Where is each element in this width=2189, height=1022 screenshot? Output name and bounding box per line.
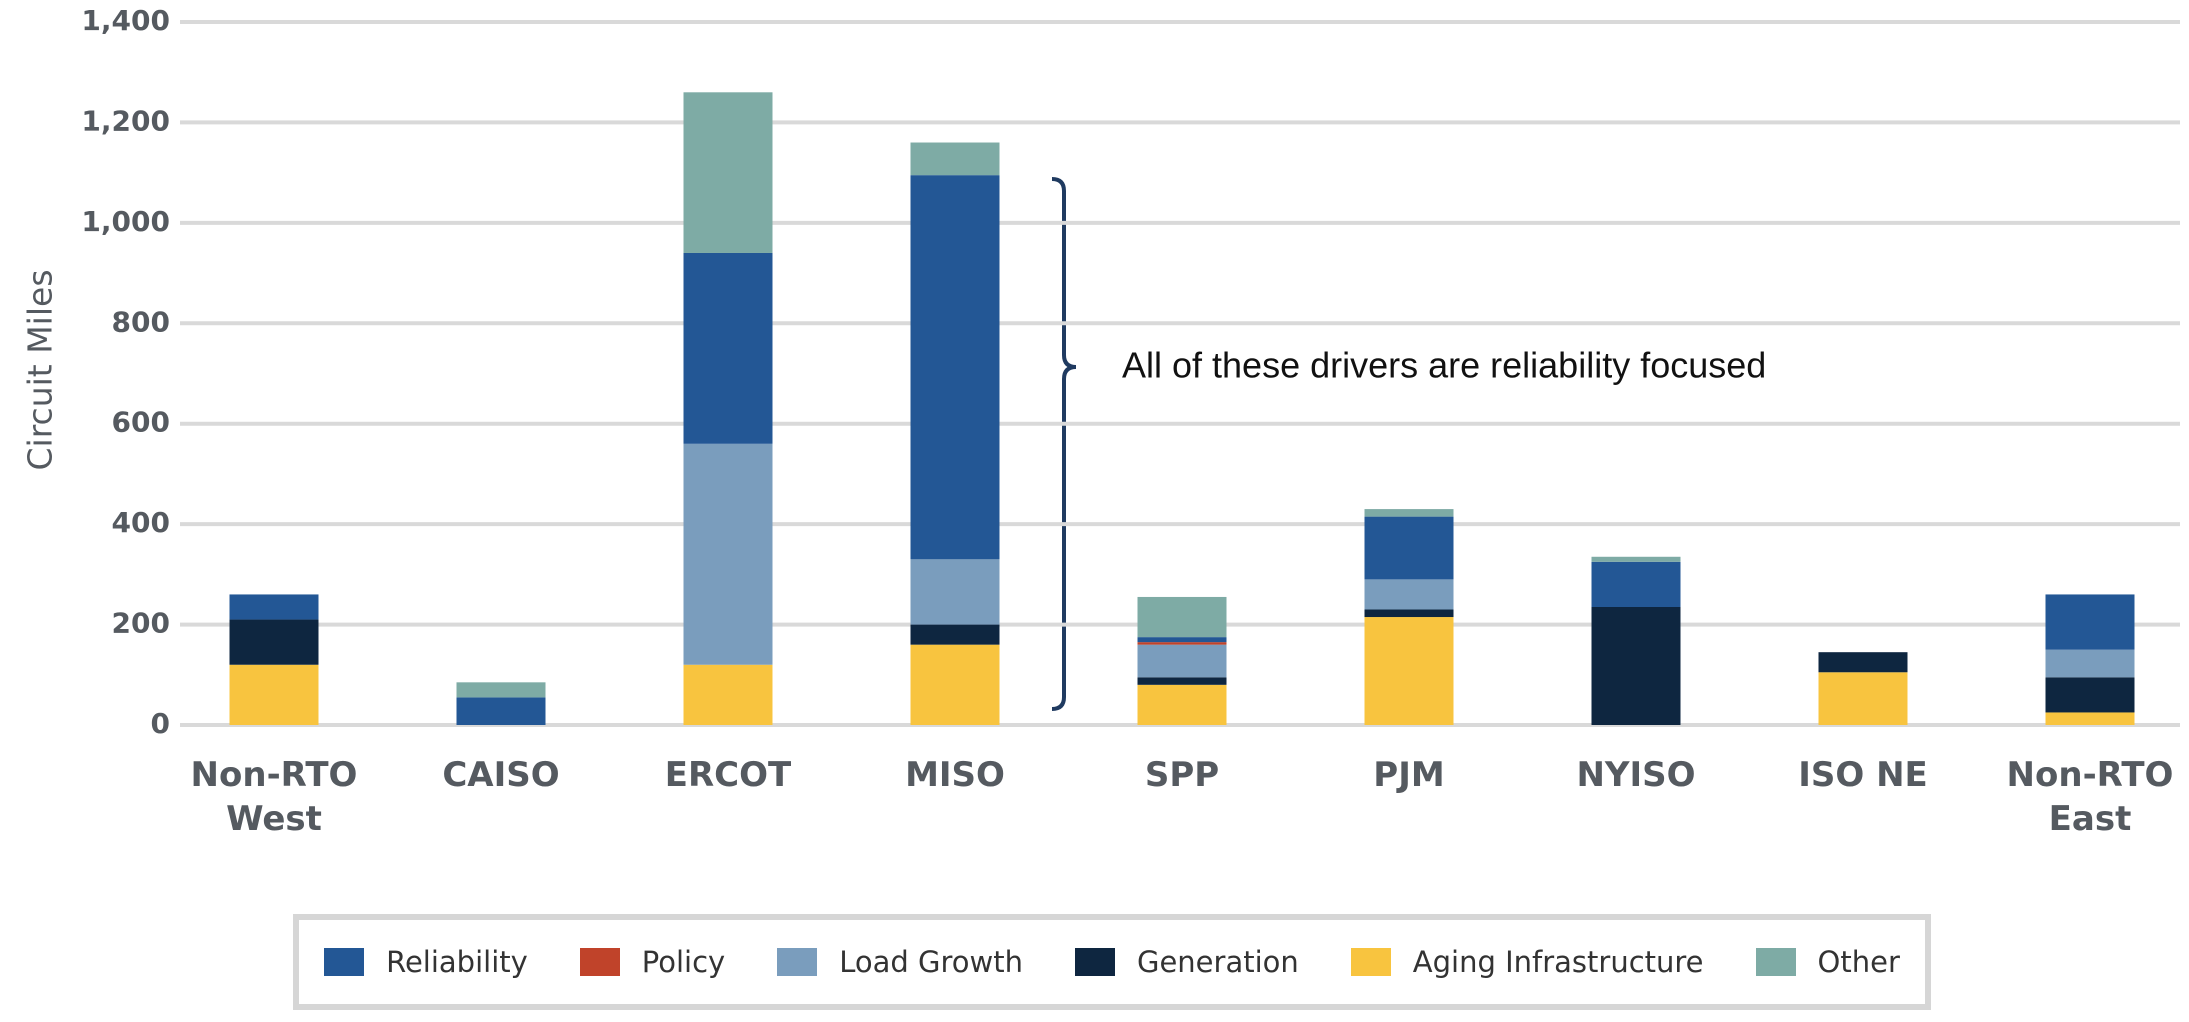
bar-segment — [1137, 637, 1227, 643]
bar-segment — [456, 682, 546, 698]
bar-segment — [2045, 712, 2135, 725]
bar-segment — [683, 252, 773, 444]
bar-segment — [1364, 509, 1454, 517]
bar-segment — [2045, 649, 2135, 678]
legend-swatch — [1755, 948, 1796, 976]
y-tick-label: 1,400 — [81, 4, 170, 37]
bar-segment — [1591, 561, 1681, 607]
bar-segment — [1364, 579, 1454, 610]
legend-swatch — [1350, 948, 1391, 976]
bar-segment — [229, 619, 319, 665]
y-tick-label: 0 — [151, 707, 170, 740]
y-tick-label: 400 — [112, 506, 170, 539]
legend-label: Aging Infrastructure — [1412, 945, 1704, 979]
x-tick-label: CAISO — [442, 755, 560, 795]
bar-segment — [456, 697, 546, 725]
y-tick-label: 200 — [112, 607, 170, 640]
bar-segment — [910, 559, 1000, 625]
legend-item: Aging Infrastructure — [1350, 945, 1704, 979]
bar-segment — [683, 664, 773, 725]
legend-item: Reliability — [324, 945, 528, 979]
legend-label: Other — [1817, 945, 1900, 979]
legend-label: Load Growth — [839, 945, 1023, 979]
legend-label: Reliability — [386, 945, 528, 979]
bar-segment — [2045, 677, 2135, 713]
legend-item: Generation — [1074, 945, 1299, 979]
x-tick-label: Non-RTO West — [190, 755, 358, 839]
bar-segment — [1364, 609, 1454, 618]
x-tick-label: ERCOT — [664, 755, 792, 795]
annotation: All of these drivers are reliability foc… — [1122, 345, 1766, 386]
bar-segment — [683, 443, 773, 665]
legend-label: Generation — [1136, 945, 1299, 979]
legend-swatch — [579, 948, 620, 976]
bar-segment — [2045, 594, 2135, 650]
bar-segment — [1137, 677, 1227, 685]
y-axis-label: Circuit Miles — [21, 269, 60, 470]
x-tick-label: Non-RTO East — [2006, 755, 2174, 839]
bar-segment — [1591, 606, 1681, 725]
annotation-bracket — [1051, 177, 1077, 711]
x-tick-label: MISO — [905, 755, 1005, 795]
bar-segment — [1137, 684, 1227, 725]
y-tick-label: 1,000 — [81, 205, 170, 238]
bar-segment — [683, 92, 773, 253]
bar-segment — [910, 142, 1000, 176]
bar-segment — [1818, 672, 1908, 725]
bar-segment — [910, 624, 1000, 645]
x-tick-label: PJM — [1373, 755, 1445, 795]
y-tick-label: 800 — [112, 305, 170, 338]
x-tick-label: SPP — [1144, 755, 1220, 795]
legend-swatch — [324, 948, 365, 976]
bar-segment — [1137, 642, 1227, 645]
bar-segment — [910, 644, 1000, 725]
bar-segment — [1137, 644, 1227, 678]
y-tick-label: 1,200 — [81, 104, 170, 137]
bar-segment — [1591, 556, 1681, 562]
legend-item: Other — [1755, 945, 1900, 979]
legend-swatch — [777, 948, 818, 976]
bar-segment — [1137, 596, 1227, 638]
legend-label: Policy — [641, 945, 726, 979]
bar-segment — [1364, 617, 1454, 725]
legend-item: Load Growth — [777, 945, 1023, 979]
legend-item: Policy — [579, 945, 726, 979]
bar-segment — [229, 664, 319, 725]
x-tick-label: ISO NE — [1798, 755, 1928, 795]
legend-swatch — [1074, 948, 1115, 976]
bar-segment — [1818, 652, 1908, 673]
x-tick-label: NYISO — [1576, 755, 1696, 795]
bar-segment — [910, 175, 1000, 560]
bar-segment — [229, 594, 319, 620]
bar-segment — [1364, 516, 1454, 580]
legend: Reliability Policy Load Growth Generation Ag… — [293, 914, 1931, 1010]
y-tick-label: 600 — [112, 406, 170, 439]
